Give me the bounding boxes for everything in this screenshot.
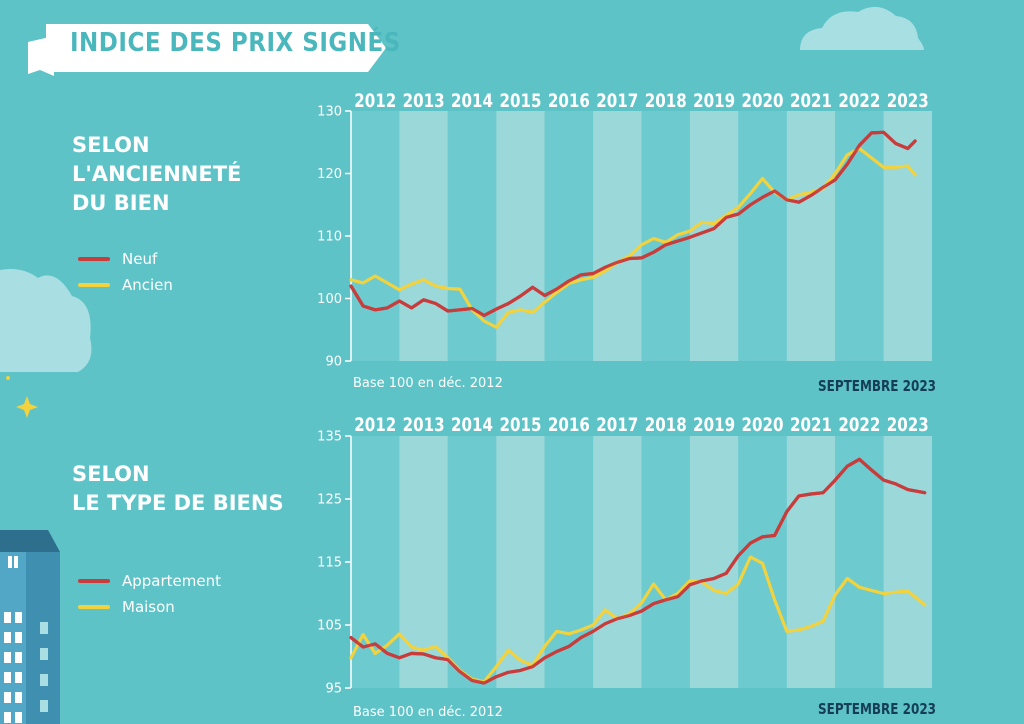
- year-band: [786, 111, 836, 361]
- cloud-top-right-icon: [800, 6, 924, 50]
- year-band: [738, 111, 787, 361]
- year-band: [689, 436, 739, 688]
- year-label: 2018: [645, 414, 687, 436]
- section-title-type-biens: SELON LE TYPE DE BIENS: [72, 460, 284, 518]
- series-line-overlay: [349, 130, 917, 317]
- year-label: 2012: [354, 414, 396, 436]
- y-tick-label: 110: [317, 230, 342, 245]
- legend-label: Neuf: [122, 250, 158, 268]
- y-tick-label: 100: [317, 292, 342, 307]
- title-ribbon: [28, 24, 386, 76]
- date-label: SEPTEMBRE 2023: [818, 377, 936, 395]
- year-label: 2016: [548, 414, 590, 436]
- y-tick-label: 135: [317, 430, 342, 445]
- base-note: Base 100 en déc. 2012: [353, 376, 503, 391]
- year-band: [883, 111, 932, 361]
- year-band: [447, 111, 497, 361]
- year-label: 2017: [596, 414, 638, 436]
- legend-label: Maison: [122, 598, 175, 616]
- section-title-line: SELON: [72, 462, 150, 486]
- year-label: 2013: [403, 90, 445, 112]
- cloud-left-icon: [0, 269, 92, 372]
- year-label: 2014: [451, 414, 493, 436]
- section-title-line: LE TYPE DE BIENS: [72, 491, 284, 515]
- year-label: 2013: [403, 414, 445, 436]
- year-band: [399, 111, 448, 361]
- year-label: 2019: [693, 414, 735, 436]
- year-band: [641, 111, 690, 361]
- year-band: [593, 436, 642, 688]
- year-band: [835, 436, 884, 688]
- year-label: 2021: [790, 414, 832, 436]
- year-label: 2020: [742, 414, 784, 436]
- year-band: [544, 436, 594, 688]
- year-band: [544, 111, 594, 361]
- year-label: 2021: [790, 90, 832, 112]
- y-tick-label: 95: [325, 682, 342, 697]
- year-label: 2022: [838, 90, 880, 112]
- legend-type-biens: Appartement Maison: [78, 568, 221, 620]
- date-label: SEPTEMBRE 2023: [818, 700, 936, 718]
- year-label: 2015: [499, 414, 541, 436]
- year-label: 2023: [887, 90, 929, 112]
- year-label: 2016: [548, 90, 590, 112]
- year-band: [883, 436, 932, 688]
- legend-anciennete: Neuf Ancien: [78, 246, 173, 298]
- year-label: 2015: [499, 90, 541, 112]
- section-title-line: L'ANCIENNETÉ: [72, 162, 242, 186]
- year-label: 2022: [838, 414, 880, 436]
- year-band: [496, 436, 545, 688]
- y-tick-label: 90: [325, 355, 342, 370]
- year-band: [351, 111, 400, 361]
- year-band: [641, 436, 690, 688]
- year-band: [786, 436, 836, 688]
- sparkle-icon: [6, 376, 38, 418]
- year-label: 2012: [354, 90, 396, 112]
- legend-swatch: [78, 257, 110, 261]
- legend-item-maison: Maison: [78, 594, 221, 620]
- legend-swatch: [78, 283, 110, 287]
- y-tick-label: 120: [317, 167, 342, 182]
- legend-item-appartement: Appartement: [78, 568, 221, 594]
- legend-label: Ancien: [122, 276, 173, 294]
- section-title-anciennete: SELON L'ANCIENNETÉ DU BIEN: [72, 131, 241, 218]
- year-label: 2023: [887, 414, 929, 436]
- y-tick-label: 125: [317, 493, 342, 508]
- legend-swatch: [78, 605, 110, 609]
- series-line-maison: [349, 555, 927, 684]
- year-band: [447, 436, 497, 688]
- year-band: [351, 436, 400, 688]
- y-tick-label: 105: [317, 619, 342, 634]
- building-icon: [0, 530, 60, 724]
- legend-swatch: [78, 579, 110, 583]
- year-band: [593, 111, 642, 361]
- year-label: 2018: [645, 90, 687, 112]
- year-label: 2020: [742, 90, 784, 112]
- section-title-line: SELON: [72, 133, 150, 157]
- base-note: Base 100 en déc. 2012: [353, 705, 503, 720]
- year-band: [835, 111, 884, 361]
- legend-item-neuf: Neuf: [78, 246, 173, 272]
- year-label: 2017: [596, 90, 638, 112]
- year-label: 2019: [693, 90, 735, 112]
- section-title-line: DU BIEN: [72, 191, 170, 215]
- year-band: [399, 436, 448, 688]
- series-line-overlay: [349, 457, 927, 685]
- legend-item-ancien: Ancien: [78, 272, 173, 298]
- y-tick-label: 115: [317, 556, 342, 571]
- legend-label: Appartement: [122, 572, 222, 590]
- y-tick-label: 130: [317, 105, 342, 120]
- banner-title: INDICE DES PRIX SIGNÉS: [70, 28, 401, 58]
- year-label: 2014: [451, 90, 493, 112]
